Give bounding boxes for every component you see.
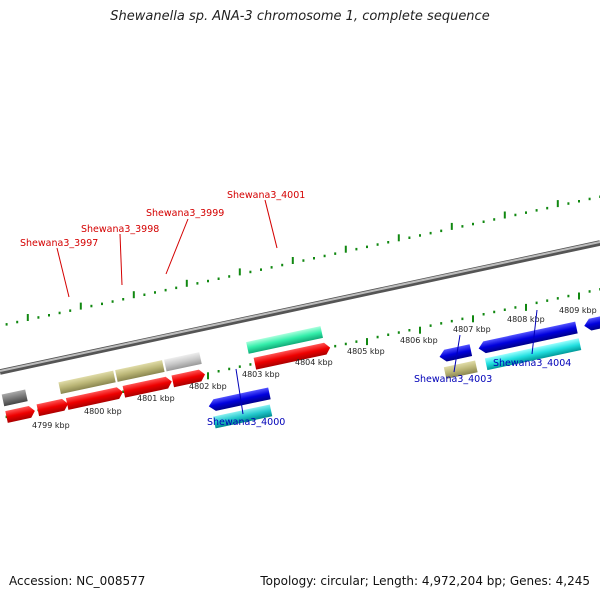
kbp-label-4802: 4802 kbp	[189, 382, 227, 391]
kbp-label-4801: 4801 kbp	[137, 394, 175, 403]
accession-text: Accession: NC_008577	[9, 574, 146, 588]
gene-callout-lines	[56, 199, 538, 415]
gene-red-1[interactable]	[5, 405, 36, 423]
upper-tick-track	[5, 195, 600, 326]
label-shewana3-4003[interactable]: Shewana3_4003	[414, 374, 492, 385]
label-shewana3-3998[interactable]: Shewana3_3998	[81, 224, 159, 235]
gene-red-4[interactable]	[122, 376, 173, 398]
forward-strand-genes	[1, 326, 332, 423]
kbp-label-4800: 4800 kbp	[84, 407, 122, 416]
kbp-label-4808: 4808 kbp	[507, 315, 545, 324]
label-shewana3-4001[interactable]: Shewana3_4001	[227, 190, 305, 201]
gene-shewana3-4004[interactable]	[484, 338, 582, 371]
gene-red-2[interactable]	[36, 398, 70, 417]
label-shewana3-4004[interactable]: Shewana3_4004	[493, 358, 571, 369]
kbp-label-4805: 4805 kbp	[347, 347, 385, 356]
kbp-label-4799: 4799 kbp	[32, 421, 70, 430]
gene-red-5[interactable]	[171, 369, 206, 388]
gene-shewana3-4003[interactable]	[443, 360, 478, 379]
gene-blue-2[interactable]	[438, 344, 473, 362]
gene-blue-1[interactable]	[208, 387, 271, 412]
chromosome-backbone-highlight	[0, 241, 600, 372]
gene-red-6[interactable]	[253, 342, 332, 370]
kbp-label-4804: 4804 kbp	[295, 358, 333, 367]
gene-shewana3-4001[interactable]	[246, 326, 323, 354]
label-shewana3-3997[interactable]: Shewana3_3997	[20, 238, 98, 249]
kbp-label-4809: 4809 kbp	[559, 306, 597, 315]
map-title: Shewanella sp. ANA-3 chromosome 1, compl…	[110, 9, 490, 24]
kbp-label-4806: 4806 kbp	[400, 336, 438, 345]
gene-blue-4[interactable]	[583, 310, 600, 331]
gene-shewana3-3996-block[interactable]	[1, 389, 28, 407]
kbp-label-4803: 4803 kbp	[242, 370, 280, 379]
gene-blue-3[interactable]	[477, 321, 578, 355]
gene-shewana3-3997[interactable]	[58, 370, 116, 395]
gene-red-3[interactable]	[65, 386, 124, 410]
label-shewana3-4000[interactable]: Shewana3_4000	[207, 417, 285, 428]
kbp-scale-labels: 4799 kbp 4800 kbp 4801 kbp 4802 kbp 4803…	[32, 306, 597, 430]
gene-shewana3-3998[interactable]	[115, 360, 165, 382]
reverse-strand-genes	[208, 310, 600, 429]
gene-shewana3-3999[interactable]	[164, 352, 202, 372]
label-shewana3-3999[interactable]: Shewana3_3999	[146, 208, 224, 219]
gene-name-labels: Shewana3_3997 Shewana3_3998 Shewana3_399…	[20, 190, 571, 428]
sequence-summary-text: Topology: circular; Length: 4,972,204 bp…	[260, 574, 590, 588]
gene-shewana3-4000[interactable]	[213, 404, 273, 429]
kbp-label-4807: 4807 kbp	[453, 325, 491, 334]
